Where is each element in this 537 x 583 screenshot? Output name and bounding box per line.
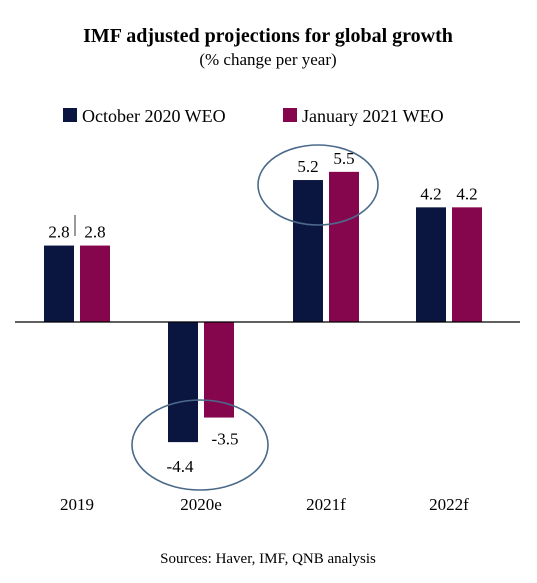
category-label-2022f: 2022f [429,495,469,514]
bars [44,171,482,443]
highlight-circle-2021f [257,144,379,226]
category-label-2019: 2019 [60,495,94,514]
highlight-circle-2020e [131,399,269,491]
bar-2019-series-1 [80,245,110,322]
value-label-2021f-series-0: 5.2 [297,157,318,176]
legend-swatch-october-2020 [63,108,77,122]
bar-2020e-series-0 [168,322,198,443]
value-label-2020e-series-0: -4.4 [167,457,194,476]
value-label-2022f-series-1: 4.2 [456,184,477,203]
bar-2022f-series-0 [416,207,446,322]
category-label-2021f: 2021f [306,495,346,514]
category-label-2020e: 2020e [180,495,222,514]
source-note: Sources: Haver, IMF, QNB analysis [160,551,376,567]
legend-swatch-january-2021 [283,108,297,122]
chart-title: IMF adjusted projections for global grow… [83,25,453,47]
category-labels: 2019 2020e 2021f 2022f [60,495,469,514]
value-label-2019-series-0: 2.8 [48,223,69,242]
value-labels: 2.8 2.8 -4.4 -3.5 5.2 5.5 4.2 4.2 [48,149,477,476]
legend: October 2020 WEO January 2021 WEO [63,106,444,126]
bar-2021f-series-1 [329,171,359,322]
value-label-2019-series-1: 2.8 [84,223,105,242]
value-label-2020e-series-1: -3.5 [212,430,239,449]
bar-2022f-series-1 [452,207,482,322]
value-label-2022f-series-0: 4.2 [420,184,441,203]
bar-2020e-series-1 [204,322,234,418]
bar-2021f-series-0 [293,180,323,322]
legend-label-january-2021: January 2021 WEO [302,106,444,126]
legend-label-october-2020: October 2020 WEO [82,106,226,126]
value-label-2021f-series-1: 5.5 [333,149,354,168]
bar-2019-series-0 [44,245,74,322]
chart-subtitle: (% change per year) [199,50,336,69]
highlights [131,144,379,491]
